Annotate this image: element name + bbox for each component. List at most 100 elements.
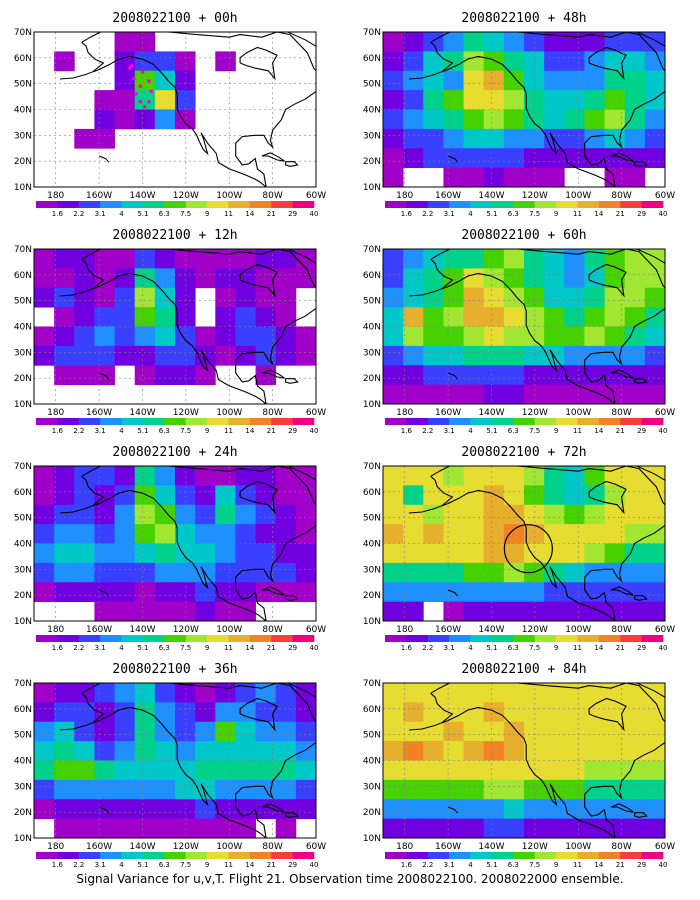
- heatmap-cell: [383, 504, 404, 525]
- heatmap-cell: [215, 504, 236, 525]
- y-tick-label: 30N: [363, 348, 381, 358]
- heatmap-cell: [235, 760, 256, 781]
- colorbar-swatch: [620, 852, 642, 859]
- heatmap-cell: [624, 148, 646, 169]
- y-tick-label: 60N: [363, 271, 381, 281]
- heatmap-cell: [503, 504, 525, 525]
- colorbar-swatch: [513, 418, 535, 425]
- colorbar-label: 11: [573, 427, 582, 435]
- heatmap-cell: [175, 466, 196, 486]
- colorbar-swatch: [449, 852, 471, 859]
- heatmap-cell: [604, 307, 626, 327]
- heatmap-cell: [175, 702, 196, 723]
- y-tick-label: 30N: [363, 782, 381, 792]
- colorbar-swatch: [577, 201, 600, 208]
- heatmap-cell: [503, 365, 525, 386]
- coastlines: [408, 249, 665, 404]
- heatmap-cell: [644, 721, 665, 742]
- coastline: [287, 32, 316, 47]
- heatmap-cell: [154, 70, 176, 91]
- colorbar-label: 14: [594, 644, 603, 652]
- heatmap-cell: [74, 562, 95, 583]
- coastline: [59, 288, 93, 297]
- colorbar-swatch: [78, 635, 101, 642]
- heatmap-cell: [134, 721, 156, 742]
- heatmap-cell: [295, 504, 316, 525]
- heatmap-cell: [94, 760, 115, 781]
- heatmap-cell: [175, 741, 196, 761]
- colorbar-swatch: [427, 852, 450, 859]
- heatmap-cell: [255, 683, 277, 703]
- colorbar-swatch: [556, 635, 578, 642]
- heatmap-cell: [584, 524, 605, 544]
- heatmap-cell: [644, 109, 665, 130]
- heatmap-cell: [544, 741, 565, 761]
- heatmap-cell: [235, 601, 256, 621]
- colorbar-swatch: [385, 852, 407, 859]
- coastline: [98, 589, 110, 597]
- y-tick-label: 40N: [14, 323, 32, 333]
- heatmap-cell: [195, 466, 216, 486]
- coastline: [81, 466, 316, 621]
- heatmap-cell: [94, 683, 115, 703]
- heatmap-cell: [195, 683, 216, 703]
- heatmap-cell: [483, 249, 505, 269]
- heatmap-cell: [54, 365, 75, 386]
- coastlines: [59, 683, 316, 838]
- heatmap-cell: [463, 287, 485, 308]
- heatmap-cell: [644, 760, 665, 781]
- coastline: [447, 372, 459, 380]
- heatmap-cell: [403, 268, 424, 289]
- y-tick-label: 50N: [363, 514, 381, 524]
- heatmap-cell: [403, 128, 424, 149]
- colorbar-swatch: [164, 852, 186, 859]
- colorbar-label: 9: [205, 210, 209, 218]
- map-grid: [34, 466, 317, 621]
- coastline: [261, 152, 285, 162]
- heatmap-cell: [564, 683, 585, 703]
- heatmap-cell: [134, 779, 156, 800]
- x-tick-label: 100W: [216, 625, 242, 635]
- heatmap-cell: [423, 741, 444, 761]
- heatmap-cell: [644, 818, 665, 838]
- colorbar-swatch: [491, 635, 514, 642]
- heatmap-cell: [544, 326, 565, 347]
- heatmap-cell: [54, 345, 75, 366]
- heatmap-cell: [624, 307, 646, 327]
- map-frame: [382, 465, 666, 622]
- heatmap-cell: [74, 702, 95, 723]
- heatmap-cell: [154, 799, 176, 820]
- heatmap-cell: [94, 741, 115, 761]
- colorbar-label: 14: [594, 210, 603, 218]
- heatmap-cell: [195, 582, 216, 603]
- colorbar-swatch: [556, 201, 578, 208]
- map-panel: 2008022100 + 24h 10N 20N 30N 40N 50N 60N 70N 180…: [14, 445, 326, 652]
- colorbar-swatch: [292, 418, 315, 425]
- heatmap-cell: [644, 51, 665, 72]
- heatmap-cell: [524, 345, 545, 366]
- heatmap-cell: [175, 601, 196, 621]
- heatmap-cell: [114, 345, 136, 366]
- heatmap-cell: [544, 582, 565, 603]
- heatmap-cell: [114, 485, 136, 506]
- heatmap-cell: [503, 307, 525, 327]
- colorbar-swatch: [100, 852, 122, 859]
- heatmap-cell: [463, 384, 485, 404]
- heatmap-cell: [624, 799, 646, 820]
- heatmap-cell: [544, 524, 565, 544]
- heatmap-cell: [423, 345, 444, 366]
- colorbar-swatch: [556, 418, 578, 425]
- heatmap-cell: [295, 702, 316, 723]
- colorbar-swatch: [142, 852, 165, 859]
- heatmap-cell: [503, 51, 525, 72]
- heatmap-cell: [503, 32, 525, 52]
- colorbar: 1.6 2.2 3.1 4 5.1 6.3 7.5 9 11 14 21 29 40: [385, 201, 667, 218]
- heatmap-cell: [175, 779, 196, 800]
- colorbar-swatch: [534, 852, 557, 859]
- y-tick-label: 60N: [14, 488, 32, 498]
- heatmap-cell: [74, 287, 95, 308]
- heatmap-cell: [403, 287, 424, 308]
- heatmap-cell: [235, 562, 256, 583]
- heatmap-cell: [154, 109, 176, 130]
- colorbar-swatch: [100, 635, 122, 642]
